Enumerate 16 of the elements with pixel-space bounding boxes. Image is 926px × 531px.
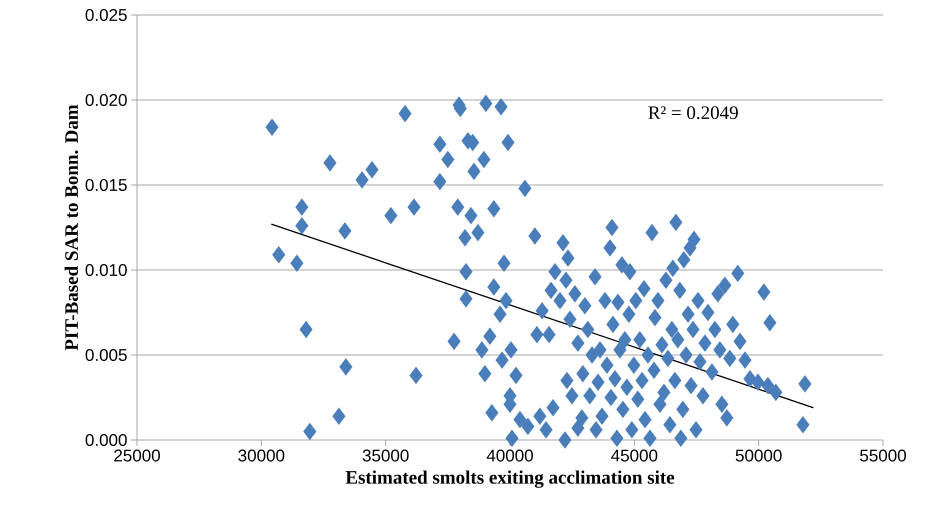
x-tick-label: 25000: [114, 450, 160, 462]
x-axis-title: Estimated smolts exiting acclimation site: [346, 470, 674, 488]
y-tick-label: 0.020: [86, 94, 127, 106]
annotation: R² = 0.2049: [648, 106, 738, 120]
x-tick-label: 50000: [736, 450, 782, 462]
x-tick-label: 55000: [860, 450, 906, 462]
y-tick-label: 0.000: [86, 434, 127, 446]
x-tick-label: 30000: [238, 450, 284, 462]
y-tick-label: 0.015: [86, 178, 127, 192]
y-axis-title: PIT-Based SAR to Bonn. Dam: [64, 104, 78, 350]
y-tick-label: 0.010: [86, 264, 127, 276]
x-tick-label: 45000: [611, 450, 658, 462]
x-tick-label: 35000: [362, 450, 409, 462]
y-tick-label: 0.025: [86, 8, 127, 22]
x-tick-label: 40000: [486, 450, 533, 462]
y-tick-label: 0.005: [86, 348, 127, 362]
